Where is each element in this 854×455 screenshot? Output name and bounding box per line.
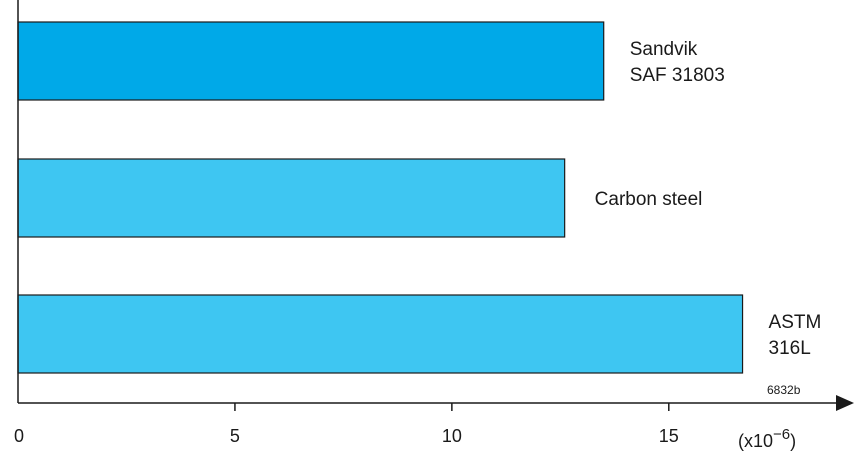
x-tick-label: 0 [14,426,24,446]
x-axis-unit-label: (x10−6) [738,426,796,451]
x-tick-label: 5 [230,426,240,446]
bar-label-0: Sandvik SAF 31803 [630,39,725,86]
bar-label-line: Carbon steel [595,189,703,210]
bar-label-line: SAF 31803 [630,65,725,86]
bar-label-2: ASTM 316L [769,312,822,359]
x-tick-label: 10 [442,426,462,446]
x-axis-unit-prefix: (x10 [738,431,773,451]
bar-labels-group: Sandvik SAF 31803 Carbon steel ASTM 316L [595,39,822,359]
x-axis-arrowhead [836,395,854,411]
bar-label-1: Carbon steel [595,189,703,210]
figure-code-note: 6832b [767,383,801,397]
bars-group [17,21,744,374]
x-axis-unit-exponent: −6 [773,426,790,443]
x-tick-label: 15 [659,426,679,446]
bar-1 [17,158,566,238]
bar-0 [17,21,605,101]
x-ticks-group: 0 5 10 15 [14,403,679,446]
bar-2 [17,294,744,374]
bar-label-line: ASTM [769,312,822,333]
bar-label-line: Sandvik [630,39,698,60]
bar-label-line: 316L [769,338,811,359]
x-axis-unit-close: ) [790,431,796,451]
